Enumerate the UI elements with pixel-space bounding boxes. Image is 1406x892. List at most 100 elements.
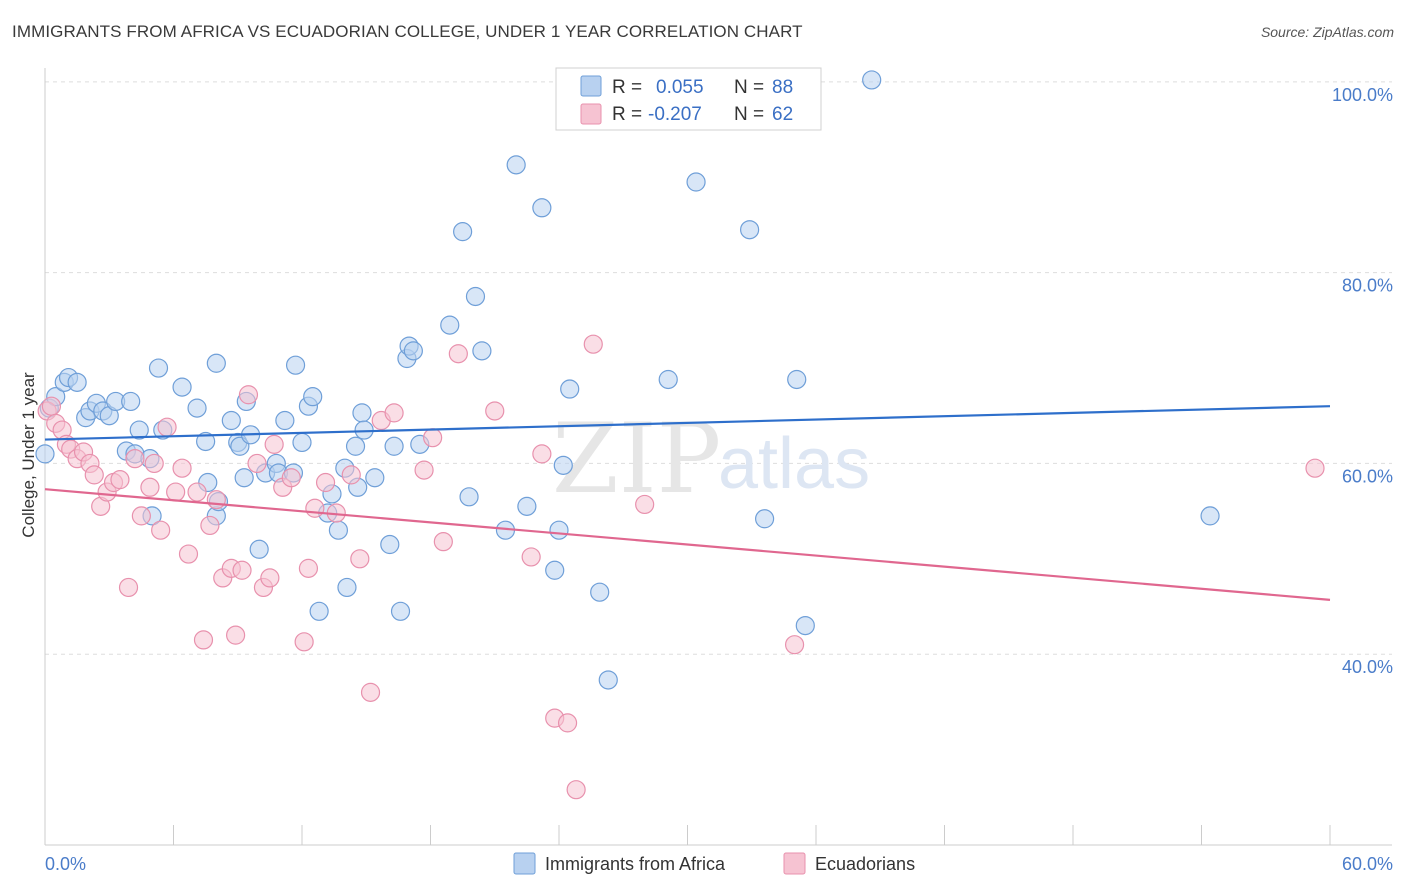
data-point xyxy=(206,490,226,510)
data-point xyxy=(740,220,760,240)
data-point xyxy=(309,601,329,621)
data-point xyxy=(1305,458,1325,478)
data-point xyxy=(545,560,565,580)
data-point xyxy=(140,477,160,497)
data-point xyxy=(166,482,186,502)
legend-n-value-blue: 88 xyxy=(772,77,793,98)
x-tick-label: 60.0% xyxy=(1342,854,1393,874)
legend-swatch-blue xyxy=(580,75,602,97)
data-point xyxy=(157,417,177,437)
data-point xyxy=(275,410,295,431)
legend-n-label-pink: N = xyxy=(734,104,764,125)
data-point xyxy=(345,436,366,456)
data-point xyxy=(1200,506,1220,526)
x-tick-labels: 0.0% 60.0% xyxy=(45,854,1393,874)
data-point xyxy=(84,465,104,485)
legend-n-value-pink: 62 xyxy=(772,104,793,125)
data-point xyxy=(221,410,241,431)
data-point xyxy=(560,379,580,399)
legend-r-label-pink: R = xyxy=(612,104,642,125)
bottom-legend-label-blue: Immigrants from Africa xyxy=(545,854,726,874)
data-point xyxy=(472,341,492,361)
data-point xyxy=(390,601,411,621)
data-point xyxy=(249,539,269,559)
data-point xyxy=(795,615,815,636)
data-point xyxy=(129,420,149,440)
data-point xyxy=(566,780,586,800)
data-point xyxy=(148,358,169,378)
data-point xyxy=(118,577,139,598)
data-point xyxy=(658,369,678,390)
data-point xyxy=(384,436,404,456)
data-point xyxy=(414,460,434,480)
data-point xyxy=(144,453,164,474)
data-point xyxy=(380,534,400,555)
legend-r-value-pink: -0.207 xyxy=(648,104,702,125)
data-point xyxy=(131,506,151,526)
chart-title: IMMIGRANTS FROM AFRICA VS ECUADORIAN COL… xyxy=(12,22,803,41)
data-point xyxy=(172,458,192,478)
data-point xyxy=(193,630,214,650)
data-point xyxy=(384,403,404,423)
data-point xyxy=(305,498,325,518)
data-point xyxy=(125,449,145,469)
data-point xyxy=(303,387,323,407)
data-point xyxy=(121,391,141,412)
legend-swatch-pink xyxy=(580,103,602,125)
data-point xyxy=(590,582,610,602)
data-point xyxy=(485,401,505,421)
trend-line-pink xyxy=(44,488,1331,601)
data-point xyxy=(285,355,306,375)
series-immigrants-from-africa xyxy=(35,70,1220,690)
data-point xyxy=(315,472,336,493)
data-point xyxy=(440,315,460,335)
data-point xyxy=(260,568,280,588)
data-point xyxy=(465,286,486,307)
y-tick-labels: 40.0% 60.0% 80.0% 100.0% xyxy=(1332,85,1393,677)
data-point xyxy=(521,547,541,567)
data-point xyxy=(557,713,578,733)
data-point xyxy=(583,334,603,354)
data-point xyxy=(247,453,267,474)
data-point xyxy=(862,70,882,90)
data-point xyxy=(187,398,207,418)
data-point xyxy=(232,560,252,580)
data-point xyxy=(423,428,443,448)
y-axis-label: College, Under 1 year xyxy=(19,372,38,538)
data-point xyxy=(35,444,55,464)
series-legend: Immigrants from Africa Ecuadorians xyxy=(513,852,915,875)
data-point xyxy=(754,509,775,529)
legend-r-label-blue: R = xyxy=(612,77,642,98)
data-point xyxy=(206,353,226,373)
data-point xyxy=(517,496,537,516)
data-point xyxy=(352,403,372,423)
y-tick-label: 40.0% xyxy=(1342,657,1393,677)
data-point xyxy=(350,549,370,569)
data-point xyxy=(110,470,130,490)
data-point xyxy=(787,369,807,390)
data-point xyxy=(298,558,319,578)
data-point xyxy=(234,468,254,488)
source-credit: Source: ZipAtlas.com xyxy=(1260,24,1394,40)
data-point xyxy=(337,577,357,598)
data-point xyxy=(226,625,246,645)
watermark-zip: ZIP xyxy=(552,403,721,515)
data-point xyxy=(281,468,301,488)
data-point xyxy=(238,385,259,405)
data-point xyxy=(506,155,526,175)
data-point xyxy=(784,635,805,655)
data-point xyxy=(200,515,220,536)
data-point xyxy=(598,670,618,690)
data-point xyxy=(532,198,552,218)
trend-lines xyxy=(44,405,1331,601)
data-point xyxy=(41,396,62,416)
data-point xyxy=(67,372,87,392)
data-point xyxy=(172,377,192,397)
data-point xyxy=(187,482,207,502)
data-point xyxy=(264,434,284,454)
y-tick-label: 60.0% xyxy=(1342,466,1393,486)
data-point xyxy=(196,431,216,452)
data-point xyxy=(549,520,569,540)
data-point xyxy=(360,682,381,702)
